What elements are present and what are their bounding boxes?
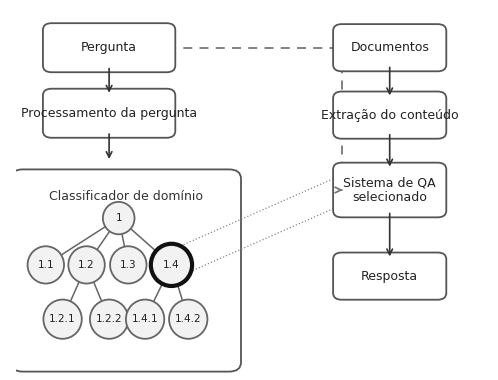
Text: Resposta: Resposta <box>361 270 418 283</box>
Ellipse shape <box>151 244 192 286</box>
Ellipse shape <box>103 202 134 234</box>
FancyBboxPatch shape <box>333 163 446 217</box>
Text: 1.2: 1.2 <box>78 260 95 270</box>
Text: Classificador de domínio: Classificador de domínio <box>49 190 203 203</box>
FancyBboxPatch shape <box>11 169 241 372</box>
Text: Processamento da pergunta: Processamento da pergunta <box>21 107 197 120</box>
Text: 1.2.2: 1.2.2 <box>96 314 123 324</box>
Text: Extração do conteúdo: Extração do conteúdo <box>321 109 459 122</box>
Text: 1.4.2: 1.4.2 <box>175 314 202 324</box>
Text: Documentos: Documentos <box>350 41 429 54</box>
Ellipse shape <box>169 299 208 339</box>
Text: 1.4.1: 1.4.1 <box>132 314 158 324</box>
Text: 1.4: 1.4 <box>163 260 180 270</box>
Text: 1.3: 1.3 <box>120 260 136 270</box>
Ellipse shape <box>90 299 128 339</box>
Ellipse shape <box>110 246 146 283</box>
Text: Sistema de QA
selecionado: Sistema de QA selecionado <box>344 176 436 204</box>
Text: 1: 1 <box>116 213 122 223</box>
Ellipse shape <box>126 299 164 339</box>
Text: Pergunta: Pergunta <box>81 41 137 54</box>
Ellipse shape <box>68 246 105 283</box>
FancyBboxPatch shape <box>43 89 175 138</box>
Ellipse shape <box>43 299 82 339</box>
FancyBboxPatch shape <box>333 24 446 71</box>
Ellipse shape <box>27 246 64 283</box>
FancyBboxPatch shape <box>333 92 446 139</box>
Text: 1.2.1: 1.2.1 <box>49 314 76 324</box>
FancyBboxPatch shape <box>43 23 175 72</box>
FancyBboxPatch shape <box>333 253 446 300</box>
Text: 1.1: 1.1 <box>37 260 54 270</box>
